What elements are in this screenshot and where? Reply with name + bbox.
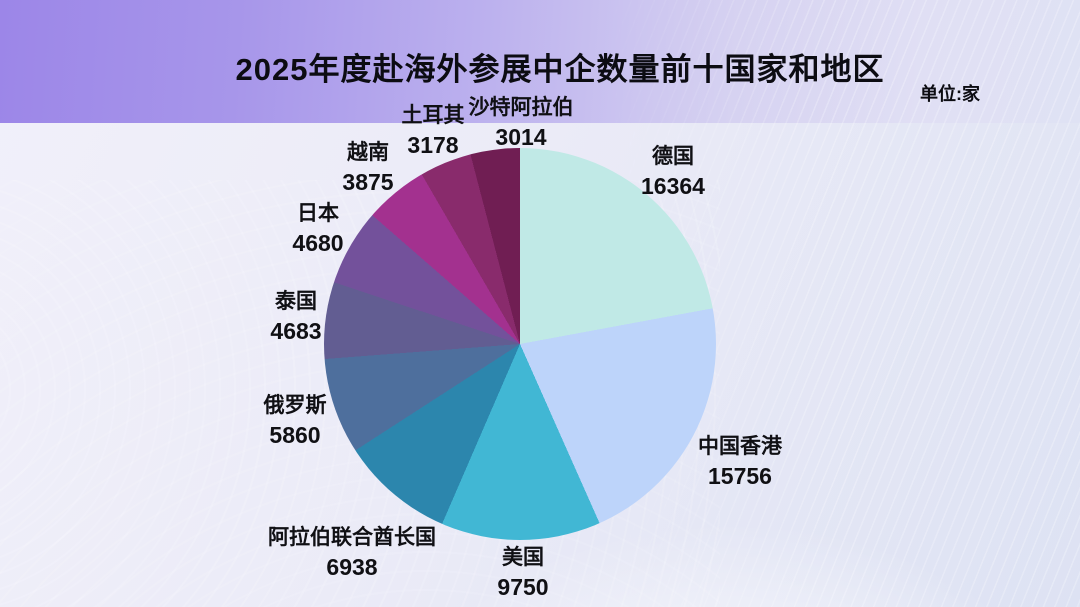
pie-label-value: 16364	[641, 172, 705, 199]
pie-label-saudi: 沙特阿拉伯 3014	[469, 94, 574, 152]
pie-label-name: 日本	[296, 202, 339, 225]
pie-label-usa: 美国 9750	[497, 544, 548, 602]
pie-label-japan: 日本 4680	[292, 200, 343, 258]
pie-label-russia: 俄罗斯 5860	[264, 392, 327, 450]
pie-label-thailand: 泰国 4683	[270, 288, 321, 346]
pie-label-name: 越南	[346, 141, 389, 164]
pie-label-vietnam: 越南 3875	[342, 139, 393, 197]
pie-label-name: 阿拉伯联合酋长国	[268, 526, 436, 549]
pie-label-germany: 德国 16364	[641, 143, 705, 201]
pie-label-value: 4680	[292, 229, 344, 256]
pie-label-name: 土耳其	[401, 104, 465, 127]
top-banner-background	[0, 0, 1080, 123]
pie-label-hongkong: 中国香港 15756	[698, 433, 782, 491]
pie-label-value: 9750	[497, 573, 549, 600]
pie-label-name: 中国香港	[698, 435, 782, 458]
pie-label-name: 美国	[501, 546, 544, 569]
pie-label-name: 俄罗斯	[263, 394, 327, 417]
pie-label-value: 6938	[326, 553, 378, 580]
pie-label-value: 4683	[270, 317, 322, 344]
pie-label-value: 5860	[269, 421, 321, 448]
pie-label-uae: 阿拉伯联合酋长国 6938	[268, 524, 436, 582]
pie-chart	[324, 148, 716, 540]
pie-label-name: 沙特阿拉伯	[468, 96, 574, 119]
chart-title: 2025年度赴海外参展中企数量前十国家和地区	[235, 52, 885, 87]
pie-label-name: 德国	[652, 145, 694, 168]
pie-label-value: 3178	[407, 131, 459, 158]
pie-label-turkey: 土耳其 3178	[402, 102, 465, 160]
unit-label: 单位:家	[920, 84, 980, 104]
pie-label-value: 3014	[495, 123, 547, 150]
pie-label-name: 泰国	[274, 290, 317, 313]
pie-label-value: 3875	[342, 168, 394, 195]
pie-label-value: 15756	[708, 462, 772, 489]
